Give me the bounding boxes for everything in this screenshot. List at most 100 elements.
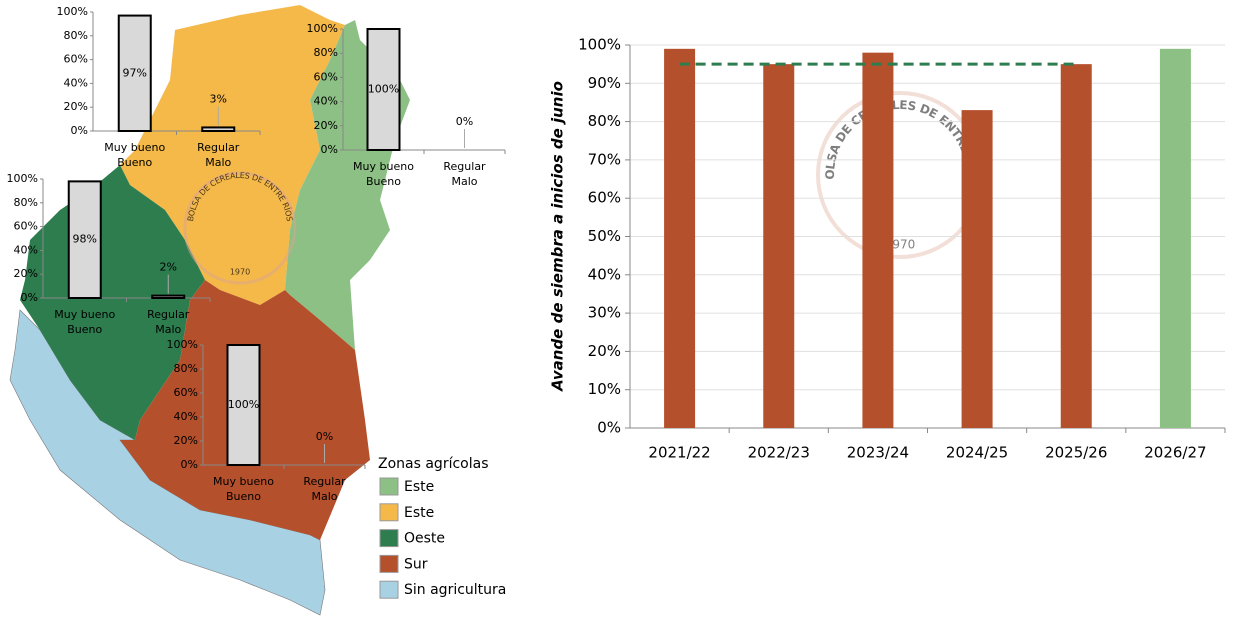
y-tick-label: 50% — [588, 227, 621, 245]
x-tick-label: Muy bueno — [104, 141, 165, 154]
y-tick-label: 100% — [307, 22, 338, 35]
bar — [151, 294, 186, 299]
x-tick-label: Malo — [155, 323, 181, 336]
x-tick-label: 2024/25 — [946, 444, 1008, 462]
y-tick-label: 100% — [7, 172, 38, 185]
value-label: 98% — [73, 233, 97, 246]
y-tick-label: 0% — [21, 291, 38, 304]
value-label: 3% — [210, 92, 227, 105]
x-tick-label: Regular — [147, 308, 190, 321]
bar — [226, 344, 261, 466]
bar — [1060, 64, 1092, 429]
mini-chart: 0% 20% 40% 60% 80% 100% 98% Muy bueno Bueno 2% Reg… — [7, 172, 211, 336]
x-tick-label: Regular — [443, 160, 486, 173]
watermark-ring — [816, 91, 984, 259]
x-tick-label: 2026/27 — [1144, 444, 1206, 462]
x-tick-label: Muy bueno — [54, 308, 115, 321]
watermark-year: 1970 — [230, 268, 250, 277]
x-tick-label: 2022/23 — [748, 444, 810, 462]
y-tick-label: 20% — [588, 342, 621, 360]
mini-chart: 0% 20% 40% 60% 80% 100% 97% Muy bueno Bueno 3% Reg… — [57, 5, 261, 169]
legend-swatch — [379, 580, 399, 599]
legend-label: Este — [404, 479, 434, 495]
x-tick-label: 2023/24 — [847, 444, 909, 462]
y-tick-label: 70% — [588, 150, 621, 168]
zone-oeste — [20, 165, 205, 440]
x-tick-label: Bueno — [117, 156, 152, 169]
bar — [763, 64, 795, 429]
y-tick-label: 40% — [174, 410, 198, 423]
mini-chart: 0% 20% 40% 60% 80% 100% 100% Muy bueno Bueno 0% Re… — [307, 22, 506, 188]
bar — [67, 180, 102, 300]
legend-swatch — [379, 554, 399, 573]
y-tick-label: 100% — [167, 338, 198, 351]
x-tick-label: Bueno — [67, 323, 102, 336]
value-label: 0% — [316, 430, 333, 443]
y-tick-label: 90% — [588, 74, 621, 92]
y-tick-label: 30% — [588, 304, 621, 322]
y-tick-label: 80% — [588, 112, 621, 130]
y-tick-label: 40% — [14, 243, 38, 256]
x-tick-label: Malo — [205, 156, 231, 169]
legend-swatch — [379, 503, 399, 522]
y-tick-label: 40% — [314, 95, 338, 108]
y-tick-label: 60% — [174, 386, 198, 399]
y-tick-label: 80% — [14, 196, 38, 209]
x-tick-label: Regular — [197, 141, 240, 154]
x-tick-label: Malo — [451, 175, 477, 188]
y-tick-label: 10% — [588, 380, 621, 398]
bar — [664, 48, 696, 429]
x-tick-label: Muy bueno — [213, 475, 274, 488]
y-tick-label: 60% — [314, 70, 338, 83]
legend-swatch — [379, 477, 399, 496]
legend: Zonas agrícolas Este Este Oeste Sur Sin agric… — [378, 456, 506, 599]
value-label: 100% — [368, 83, 399, 96]
x-tick-label: Malo — [311, 490, 337, 503]
value-label: 100% — [228, 398, 259, 411]
zone-este-norte — [120, 5, 345, 305]
y-tick-label: 20% — [174, 434, 198, 447]
charts: 0% 20% 40% 60% 80% 100% 97% Muy bueno Bueno 3% Reg… — [7, 5, 1226, 599]
x-tick-label: Bueno — [226, 490, 261, 503]
bar — [366, 28, 401, 151]
legend-swatch — [379, 529, 399, 548]
x-tick-label: Bueno — [366, 175, 401, 188]
value-label: 97% — [123, 66, 147, 79]
map: BOLSA DE CEREALES DE ENTRE RÍOS 1970 — [9, 5, 410, 616]
y-tick-label: 100% — [578, 36, 621, 54]
y-tick-label: 0% — [181, 458, 198, 471]
legend-label: Sur — [404, 556, 428, 572]
x-tick-label: 2025/26 — [1045, 444, 1107, 462]
bar — [201, 126, 236, 133]
main-chart: 0% 10% 20% 30% 40% 50% 60% 70% 80% 90% 100% Avande … — [549, 36, 1226, 462]
y-tick-label: 60% — [14, 220, 38, 233]
y-tick-label: 80% — [64, 29, 88, 42]
x-tick-label: Muy bueno — [353, 160, 414, 173]
y-tick-label: 40% — [588, 265, 621, 283]
bar — [862, 52, 894, 428]
y-tick-label: 0% — [597, 419, 621, 437]
y-tick-label: 40% — [64, 76, 88, 89]
bar — [117, 14, 152, 132]
legend-label: Sin agricultura — [404, 582, 506, 598]
y-tick-label: 100% — [57, 5, 88, 18]
legend-label: Este — [404, 505, 434, 521]
value-label: 0% — [456, 115, 473, 128]
y-tick-label: 20% — [314, 119, 338, 132]
legend-title: Zonas agrícolas — [378, 456, 489, 472]
y-tick-label: 20% — [64, 100, 88, 113]
y-tick-label: 0% — [71, 124, 88, 137]
bar — [961, 110, 993, 429]
value-label: 2% — [160, 261, 177, 274]
y-tick-label: 60% — [588, 189, 621, 207]
y-tick-label: 80% — [174, 362, 198, 375]
x-tick-label: 2021/22 — [648, 444, 710, 462]
watermark-ring — [183, 171, 297, 285]
y-tick-label: 60% — [64, 53, 88, 66]
y-tick-label: 20% — [14, 267, 38, 280]
legend-label: Oeste — [404, 531, 445, 547]
y-tick-label: 0% — [321, 143, 338, 156]
x-tick-label: Regular — [303, 475, 346, 488]
